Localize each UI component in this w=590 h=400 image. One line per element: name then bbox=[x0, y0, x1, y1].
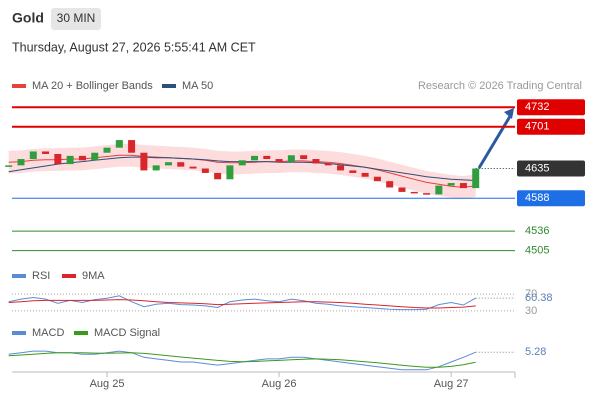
x-tick-label: Aug 26 bbox=[262, 378, 297, 390]
legend-label: MACD Signal bbox=[94, 327, 160, 339]
rsi-value: 60.38 bbox=[525, 292, 553, 304]
candle bbox=[226, 165, 234, 180]
candle bbox=[435, 185, 443, 195]
legend-label: 9MA bbox=[82, 270, 105, 282]
level-box bbox=[517, 190, 585, 207]
rsi-tick-label: 30 bbox=[525, 305, 537, 317]
candle bbox=[54, 153, 62, 165]
candle bbox=[337, 165, 345, 171]
candle bbox=[349, 170, 357, 173]
candle bbox=[263, 155, 271, 160]
legend-swatch bbox=[12, 274, 26, 278]
candle bbox=[214, 172, 222, 180]
candle bbox=[189, 166, 197, 169]
candle bbox=[201, 168, 209, 173]
level-box bbox=[517, 118, 585, 135]
level-box bbox=[517, 160, 585, 177]
candle bbox=[66, 155, 74, 165]
forecast-arrow bbox=[477, 112, 514, 169]
legend-swatch bbox=[12, 331, 26, 335]
timestamp: Thursday, August 27, 2026 5:55:41 AM CET bbox=[12, 40, 256, 54]
candle bbox=[300, 155, 308, 160]
legend-label: RSI bbox=[32, 270, 50, 282]
candle bbox=[29, 151, 37, 160]
candle bbox=[312, 159, 320, 164]
rsi-tick-label: 70 bbox=[525, 288, 537, 300]
candle bbox=[324, 163, 332, 166]
credit: Research © 2026 Trading Central bbox=[418, 80, 582, 92]
candle bbox=[103, 147, 111, 153]
candle bbox=[164, 162, 172, 166]
candle bbox=[42, 151, 50, 154]
macd-value: 5.28 bbox=[525, 346, 546, 358]
timeframe-box[interactable] bbox=[51, 8, 101, 30]
x-tick-label: Aug 25 bbox=[90, 378, 125, 390]
arrow-head bbox=[504, 108, 514, 119]
level-label: 4635 bbox=[525, 162, 549, 174]
timeframe[interactable]: 30 MIN bbox=[57, 11, 96, 25]
legend-label: MA 20 + Bollinger Bands bbox=[32, 80, 153, 92]
legend-swatch bbox=[162, 84, 176, 88]
level-label: 4732 bbox=[525, 101, 549, 113]
level-label: 4701 bbox=[525, 121, 549, 133]
candle bbox=[17, 159, 25, 166]
candle bbox=[361, 172, 369, 177]
candle bbox=[152, 165, 160, 171]
candle bbox=[386, 181, 394, 188]
legend-swatch bbox=[12, 84, 26, 88]
candle bbox=[423, 193, 431, 195]
candle bbox=[472, 168, 480, 189]
legend-label: MACD bbox=[32, 327, 64, 339]
candle bbox=[287, 155, 295, 163]
legend-swatch bbox=[74, 331, 88, 335]
candle bbox=[78, 155, 86, 161]
legend-label: MA 50 bbox=[182, 80, 213, 92]
level-label: 4588 bbox=[525, 192, 549, 204]
candle bbox=[275, 159, 283, 163]
candle bbox=[238, 160, 246, 166]
candle bbox=[128, 140, 136, 153]
macd-line bbox=[8, 352, 476, 368]
legend-swatch bbox=[62, 274, 76, 278]
level-label: 4505 bbox=[525, 245, 549, 257]
level-label: 4536 bbox=[525, 225, 549, 237]
candle bbox=[91, 152, 99, 161]
candle bbox=[5, 165, 13, 167]
candle bbox=[177, 162, 185, 167]
candle bbox=[373, 176, 381, 182]
candle bbox=[251, 155, 258, 161]
rsi-line bbox=[8, 299, 476, 309]
candle bbox=[140, 152, 148, 171]
candle bbox=[115, 140, 123, 148]
instrument-title: Gold bbox=[12, 10, 44, 26]
candle bbox=[447, 183, 455, 186]
candle bbox=[459, 183, 467, 189]
x-tick-label: Aug 27 bbox=[434, 378, 469, 390]
candle bbox=[398, 187, 406, 192]
rsi-line bbox=[8, 295, 476, 311]
level-box bbox=[517, 99, 585, 116]
candle bbox=[410, 191, 418, 194]
